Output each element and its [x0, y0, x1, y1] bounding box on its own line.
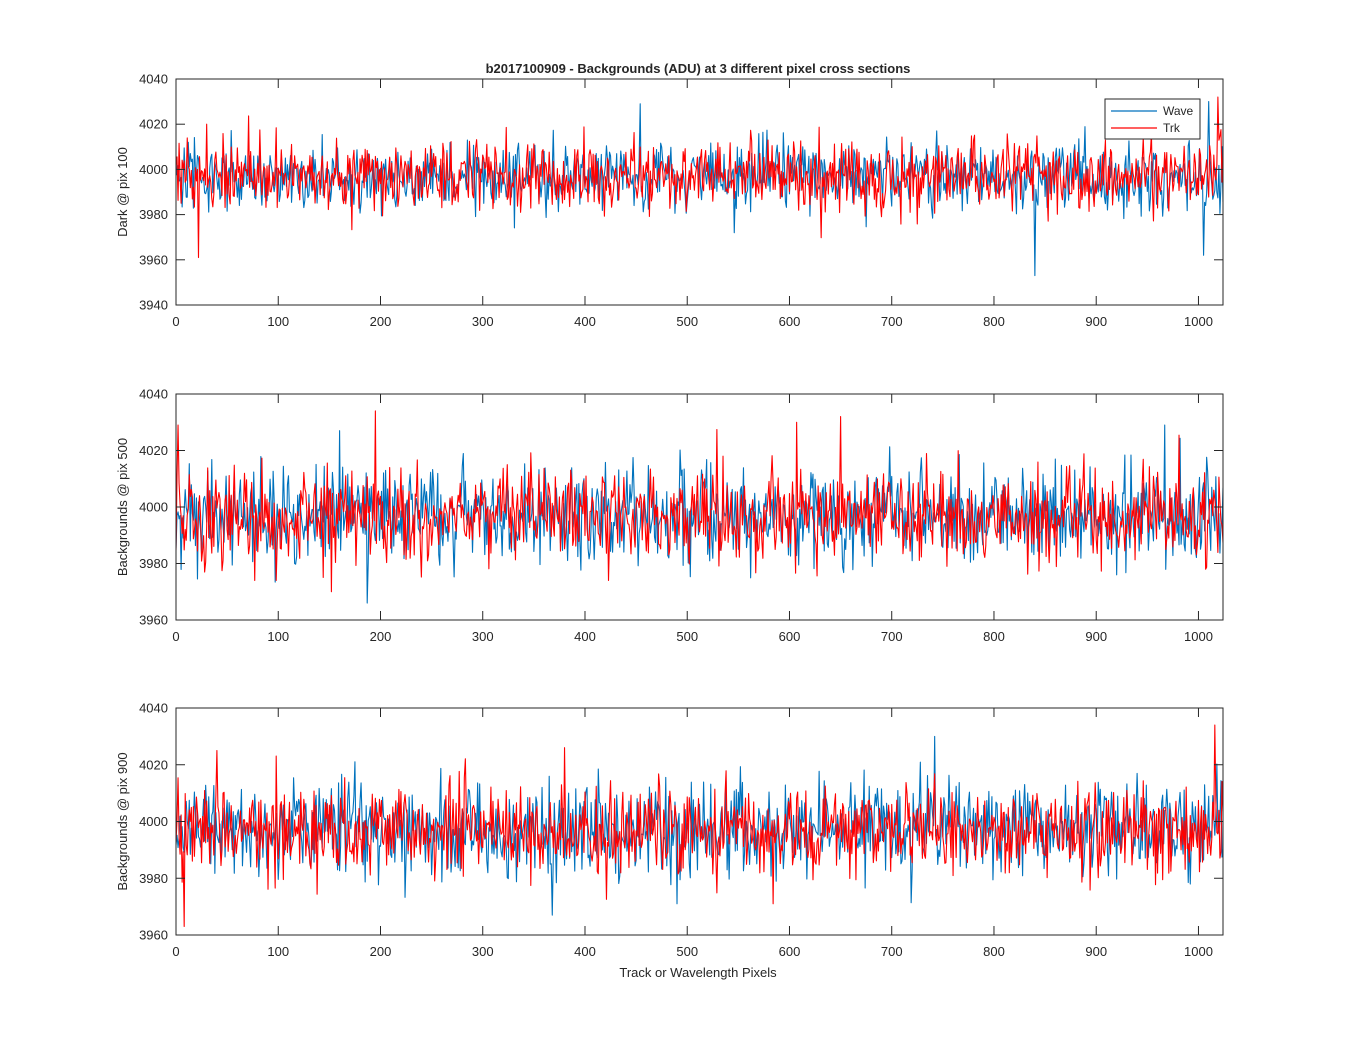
y-tick-label: 3940 — [139, 298, 168, 313]
y-tick-label: 4040 — [139, 701, 168, 716]
y-tick-label: 4000 — [139, 500, 168, 515]
series-line-wave — [176, 735, 1223, 916]
axes-box — [175, 78, 1224, 306]
x-tick-label: 900 — [1085, 314, 1107, 329]
subplot-2: 0 100 200 300 400 500 600 700 800 900 1000 3960 3980… — [115, 387, 1224, 644]
subplot-1: 0 100 200 300 400 500 600 700 800 900 1000 3940 3960… — [115, 72, 1224, 329]
y-tick-label: 4020 — [139, 757, 168, 772]
legend-box — [1104, 98, 1201, 140]
x-tick-label: 400 — [574, 314, 596, 329]
x-tick-label: 300 — [472, 629, 494, 644]
x-tick-label: 300 — [472, 944, 494, 959]
legend-label-trk: Trk — [1163, 121, 1181, 135]
x-axis-label: Track or Wavelength Pixels — [619, 965, 777, 980]
legend: Wave Trk — [1104, 98, 1201, 140]
x-tick-label: 700 — [881, 944, 903, 959]
y-tick-label: 3960 — [139, 252, 168, 267]
x-tick-label: 0 — [172, 314, 179, 329]
y-axis-label: Dark @ pix 100 — [115, 147, 130, 237]
x-tick-label: 800 — [983, 314, 1005, 329]
x-tick-label: 1000 — [1184, 944, 1213, 959]
x-tick-label: 900 — [1085, 629, 1107, 644]
x-tick-label: 200 — [370, 944, 392, 959]
x-tick-label: 500 — [676, 314, 698, 329]
x-tick-label: 900 — [1085, 944, 1107, 959]
series-line-trk — [176, 410, 1223, 593]
x-tick-label: 300 — [472, 314, 494, 329]
x-tick-label: 600 — [779, 629, 801, 644]
y-tick-label: 4000 — [139, 814, 168, 829]
y-axis-label: Backgrounds @ pix 500 — [115, 438, 130, 576]
series-line-trk — [176, 724, 1223, 928]
x-tick-label: 400 — [574, 944, 596, 959]
x-tick-label: 800 — [983, 944, 1005, 959]
x-tick-label: 100 — [267, 629, 289, 644]
x-tick-label: 100 — [267, 944, 289, 959]
x-tick-label: 100 — [267, 314, 289, 329]
y-tick-label: 4040 — [139, 72, 168, 87]
y-tick-label: 3980 — [139, 207, 168, 222]
x-tick-label: 600 — [779, 944, 801, 959]
y-tick-label: 4040 — [139, 387, 168, 402]
x-tick-label: 800 — [983, 629, 1005, 644]
y-tick-label: 3960 — [139, 928, 168, 943]
y-tick-label: 3980 — [139, 871, 168, 886]
y-tick-label: 3980 — [139, 556, 168, 571]
y-tick-label: 4000 — [139, 162, 168, 177]
x-tick-label: 200 — [370, 629, 392, 644]
x-tick-label: 0 — [172, 629, 179, 644]
x-tick-label: 600 — [779, 314, 801, 329]
x-tick-label: 700 — [881, 314, 903, 329]
y-tick-label: 4020 — [139, 117, 168, 132]
x-tick-label: 700 — [881, 629, 903, 644]
figure-title: b2017100909 - Backgrounds (ADU) at 3 dif… — [486, 61, 911, 76]
x-tick-label: 200 — [370, 314, 392, 329]
subplot-3: 0 100 200 300 400 500 600 700 800 900 1000 3960 3980… — [115, 701, 1224, 959]
x-tick-label: 500 — [676, 944, 698, 959]
legend-label-wave: Wave — [1163, 104, 1194, 118]
y-tick-label: 4020 — [139, 443, 168, 458]
y-tick-label: 3960 — [139, 613, 168, 628]
x-tick-label: 1000 — [1184, 314, 1213, 329]
y-axis-label: Backgrounds @ pix 900 — [115, 752, 130, 890]
subplots: 0 100 200 300 400 500 600 700 800 900 100039403960… — [115, 72, 1224, 959]
x-tick-label: 500 — [676, 629, 698, 644]
x-tick-label: 0 — [172, 944, 179, 959]
x-tick-label: 400 — [574, 629, 596, 644]
series-line-wave — [176, 101, 1223, 277]
x-tick-label: 1000 — [1184, 629, 1213, 644]
series-line-trk — [176, 96, 1223, 259]
